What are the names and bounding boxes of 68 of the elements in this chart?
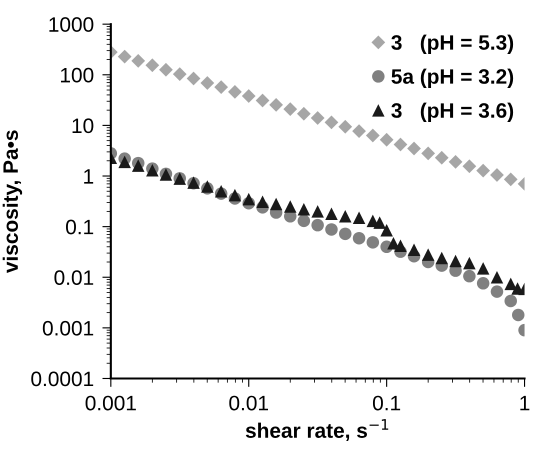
- x-tick-label: 1: [520, 396, 530, 410]
- y-tick-label: 1000: [49, 17, 94, 32]
- point: [214, 80, 228, 94]
- x-tick-label: 0.1: [372, 396, 400, 410]
- x-axis-title: shear rate, s$^{−1}$: [246, 419, 388, 441]
- point: [132, 159, 144, 172]
- point: [366, 236, 380, 249]
- point: [421, 146, 436, 160]
- point: [476, 164, 490, 178]
- point: [504, 294, 517, 308]
- point: [476, 277, 490, 290]
- point: [256, 94, 270, 108]
- point: [504, 172, 518, 186]
- point: [490, 285, 504, 298]
- point: [394, 138, 408, 152]
- point: [145, 58, 160, 72]
- point: [463, 270, 476, 282]
- y-tick-label: 0.0001: [31, 371, 94, 386]
- y-axis-title: viscosity, Pa•s: [2, 130, 22, 274]
- legend-label: 3 (pH = 3.6): [391, 102, 514, 122]
- point: [352, 124, 366, 138]
- y-tick-label: 100: [60, 68, 94, 83]
- point: [325, 223, 338, 236]
- point: [296, 106, 311, 121]
- point: [352, 211, 366, 224]
- point: [324, 115, 338, 130]
- point: [284, 200, 296, 213]
- point: [339, 228, 352, 240]
- point: [256, 196, 269, 208]
- point: [269, 98, 284, 112]
- point: [228, 84, 242, 99]
- point: [186, 72, 200, 86]
- point: [298, 203, 310, 216]
- point: [352, 232, 366, 244]
- point: [311, 218, 324, 232]
- point: [462, 159, 476, 174]
- point: [172, 67, 187, 82]
- point: [311, 205, 324, 218]
- y-tick-label: 0.001: [42, 320, 94, 336]
- y-tick-label: 1: [84, 169, 94, 184]
- point: [339, 210, 352, 223]
- point: [228, 188, 242, 202]
- point: [200, 76, 214, 90]
- x-tick-label: 0.01: [229, 396, 268, 410]
- point: [407, 142, 421, 156]
- point: [310, 111, 325, 125]
- point: [338, 120, 352, 134]
- y-tick-label: 0.01: [54, 270, 94, 285]
- point: [131, 54, 146, 68]
- point: [270, 198, 282, 210]
- point: [325, 207, 338, 220]
- y-tick-label: 10: [72, 118, 94, 134]
- point: [118, 156, 131, 168]
- point: [380, 132, 394, 147]
- point: [242, 89, 256, 103]
- point: [490, 168, 504, 182]
- point: [118, 50, 132, 64]
- point: [159, 62, 173, 77]
- legend-label: 3 (pH = 5.3): [391, 34, 514, 54]
- point: [366, 128, 380, 142]
- point: [283, 102, 298, 116]
- x-tick-label: 0.001: [86, 396, 136, 410]
- point: [434, 150, 449, 165]
- point: [298, 214, 310, 228]
- y-tick-label: 0.1: [66, 220, 94, 234]
- point: [448, 155, 462, 169]
- legend-label: 5a (pH = 3.2): [391, 68, 514, 88]
- point: [242, 192, 255, 206]
